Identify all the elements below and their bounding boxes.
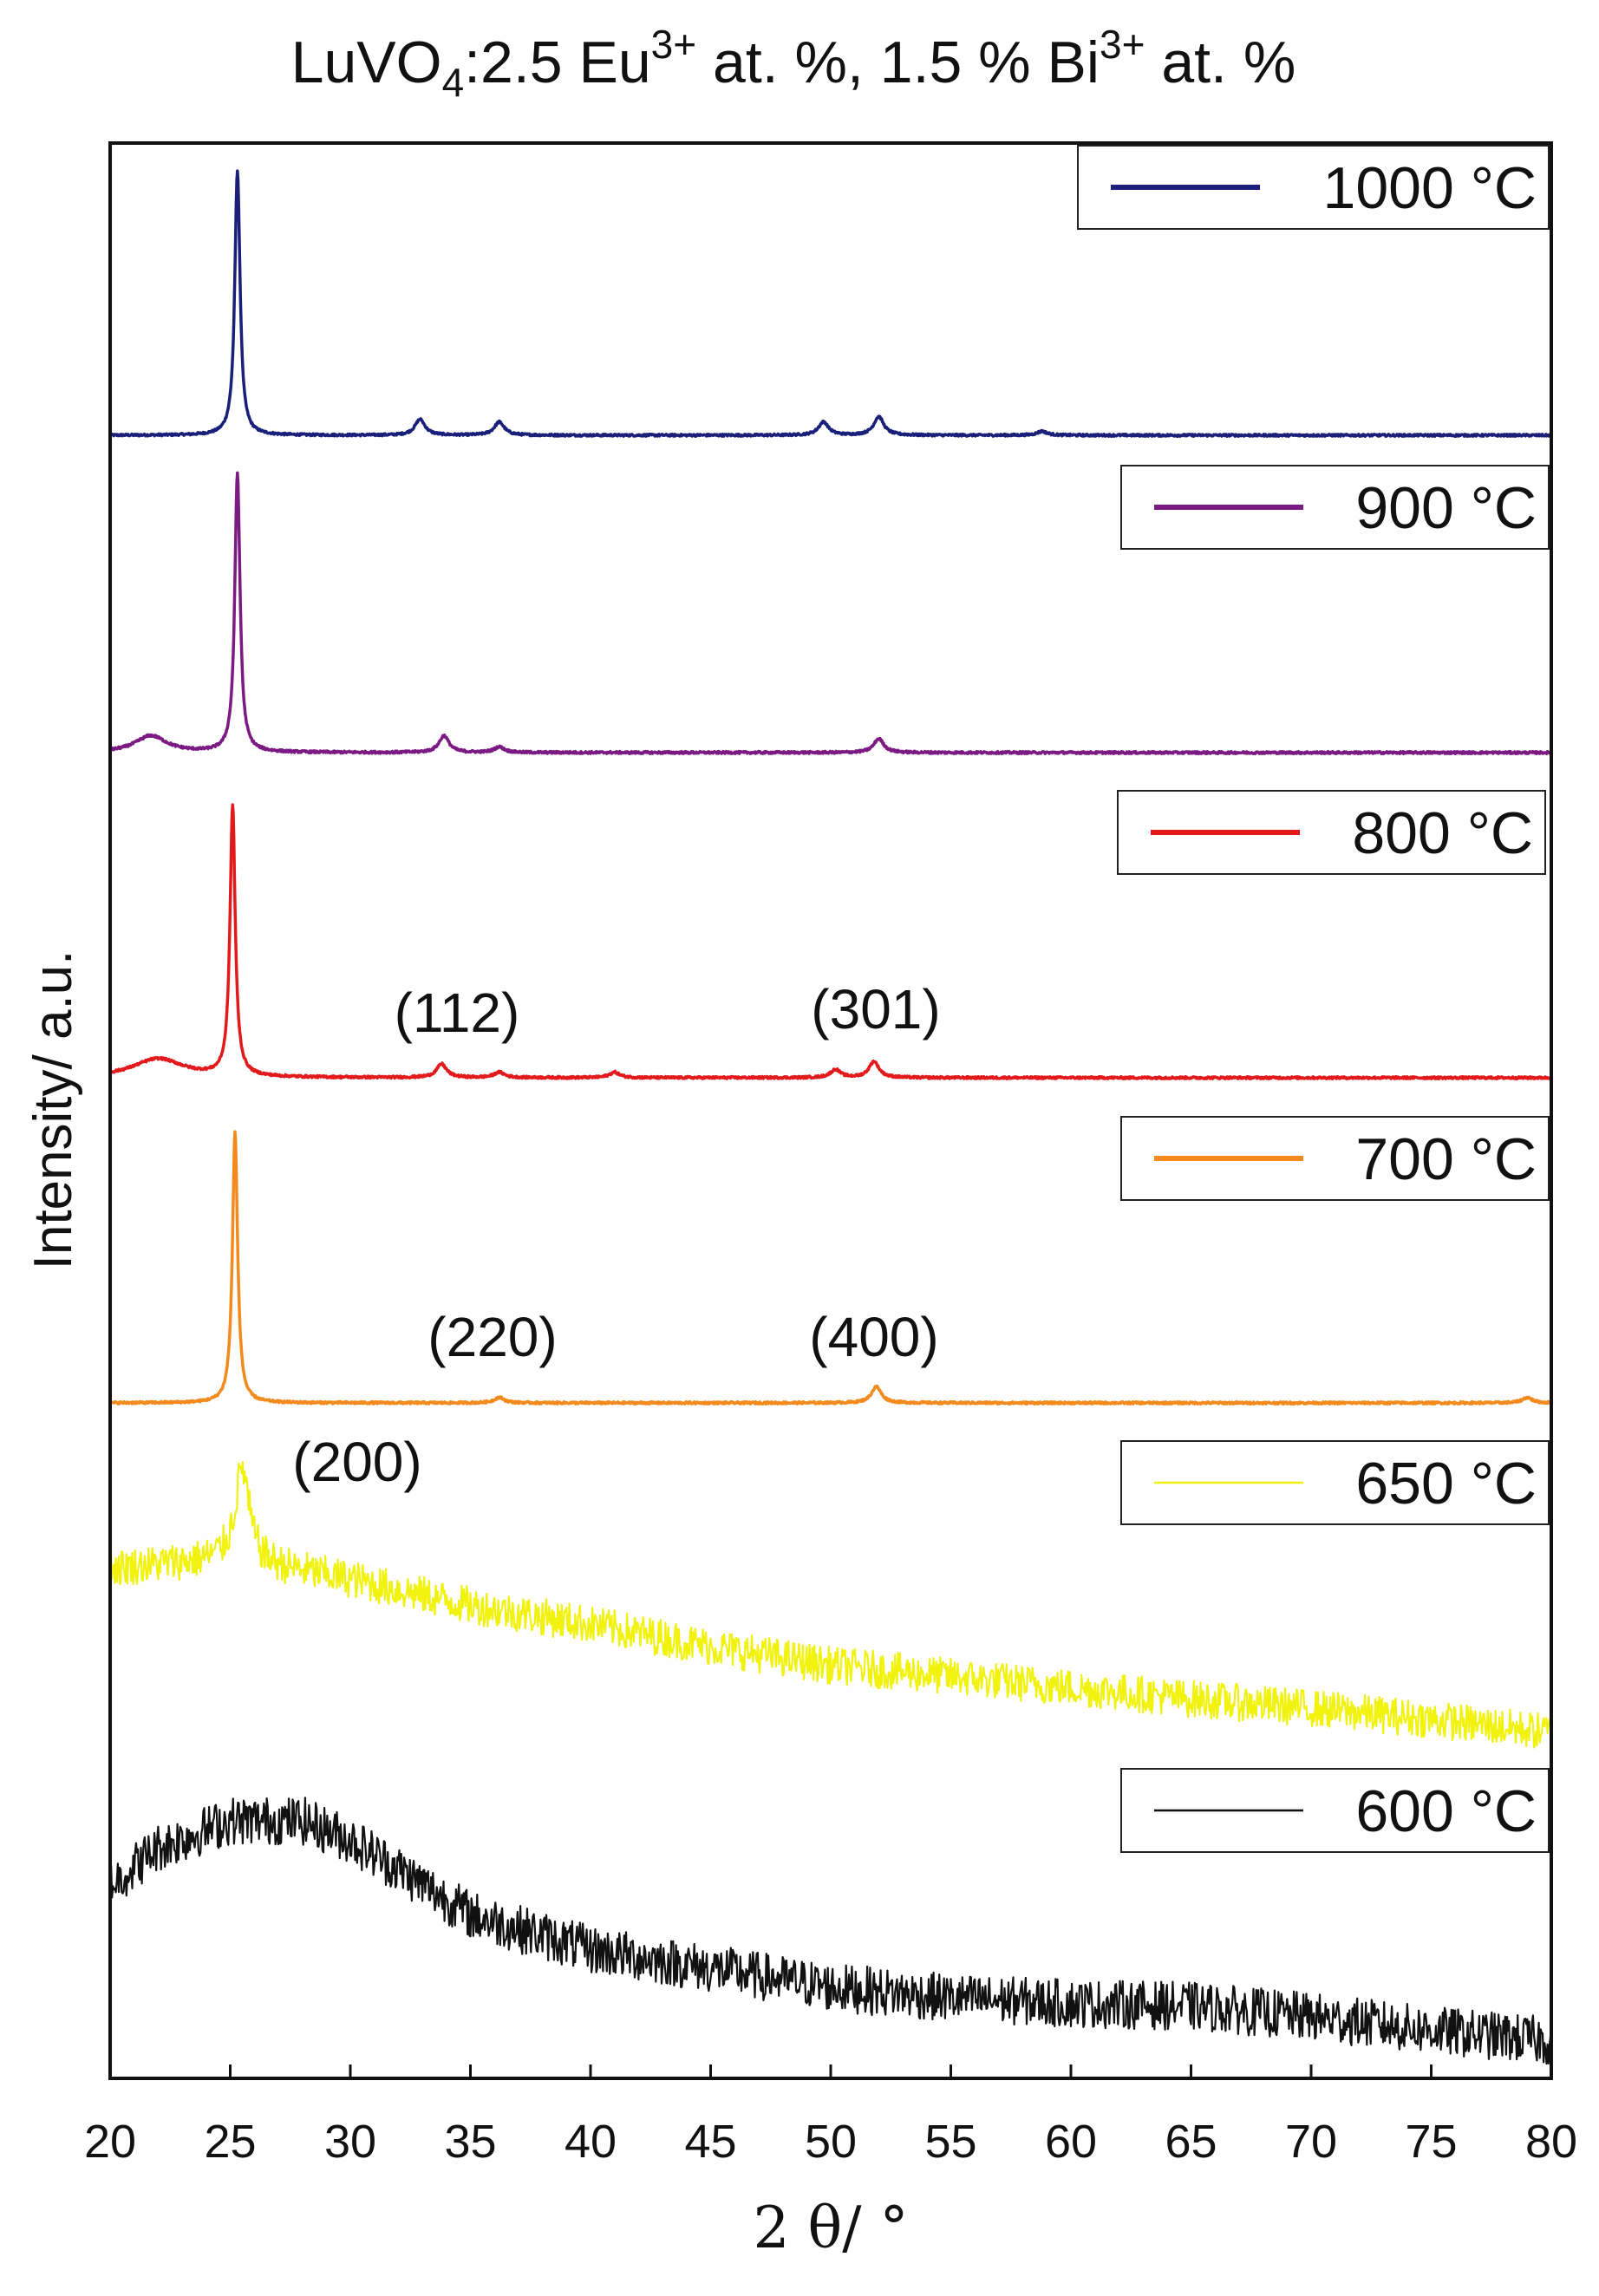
- peak-annotations: (200) (220) (400) (112) (301): [292, 978, 940, 1493]
- peak-annotation: (112): [395, 982, 520, 1044]
- peak-annotation: (220): [427, 1306, 557, 1368]
- y-axis-label: Intensity/ a.u.: [23, 950, 83, 1270]
- x-tick-label: 65: [1165, 2116, 1217, 2168]
- legend-label: 800 °C: [1352, 800, 1533, 866]
- title-subscript: 4: [442, 60, 465, 105]
- peak-annotation: (200): [292, 1431, 421, 1493]
- title-part-base: LuVO: [291, 29, 442, 95]
- x-axis-ticks: 20 25 30 35 40 45 50 55 60 65 70 75 80: [84, 2064, 1577, 2168]
- legend-item-3: 800 °C: [1117, 790, 1546, 875]
- x-tick-label: 75: [1405, 2116, 1457, 2168]
- peak-annotation: (301): [811, 978, 940, 1040]
- series-line-3: [108, 803, 1553, 1080]
- x-tick-label: 45: [684, 2116, 736, 2168]
- series-line-6: [108, 1797, 1553, 2065]
- x-tick-label: 80: [1525, 2116, 1577, 2168]
- x-tick-label: 40: [565, 2116, 617, 2168]
- legend-item-5: 650 °C: [1120, 1440, 1550, 1525]
- x-tick-label: 50: [805, 2116, 857, 2168]
- x-tick-label: 35: [444, 2116, 496, 2168]
- title-superscript-1: 3+: [651, 22, 696, 67]
- series-line-4: [108, 1130, 1553, 1406]
- series-traces: [108, 169, 1553, 2065]
- series-line-2: [108, 471, 1553, 756]
- legend-item-2: 900 °C: [1120, 465, 1550, 550]
- x-tick-label: 25: [204, 2116, 256, 2168]
- legend-label: 700 °C: [1355, 1126, 1537, 1192]
- x-tick-label: 55: [924, 2116, 976, 2168]
- legend-label: 900 °C: [1355, 475, 1537, 541]
- legend-item-1: 1000 °C: [1077, 145, 1550, 230]
- x-tick-label: 60: [1045, 2116, 1097, 2168]
- legend-label: 600 °C: [1355, 1778, 1537, 1844]
- title-part-after-sub: :2.5 Eu: [464, 29, 651, 95]
- legend-label: 650 °C: [1355, 1451, 1537, 1517]
- title-part-middle: at. %, 1.5 % Bi: [696, 29, 1100, 95]
- peak-annotation: (400): [809, 1306, 938, 1368]
- legend-item-4: 700 °C: [1120, 1116, 1550, 1201]
- legend-boxes: 1000 °C 900 °C 800 °C 700 °C 650 °C 600 °C: [1077, 145, 1550, 1853]
- x-axis-label: 2 θ/ °: [754, 2195, 909, 2261]
- series-line-5: [108, 1461, 1553, 1749]
- x-tick-label: 30: [324, 2116, 376, 2168]
- x-tick-label: 20: [84, 2116, 136, 2168]
- chart-title: LuVO4:2.5 Eu3+ at. %, 1.5 % Bi3+ at. %: [291, 22, 1296, 105]
- title-part-end: at. %: [1145, 29, 1296, 95]
- legend-item-6: 600 °C: [1120, 1768, 1550, 1853]
- x-tick-label: 70: [1285, 2116, 1337, 2168]
- title-superscript-2: 3+: [1100, 22, 1145, 67]
- legend-label: 1000 °C: [1323, 155, 1537, 221]
- series-line-1: [108, 169, 1553, 438]
